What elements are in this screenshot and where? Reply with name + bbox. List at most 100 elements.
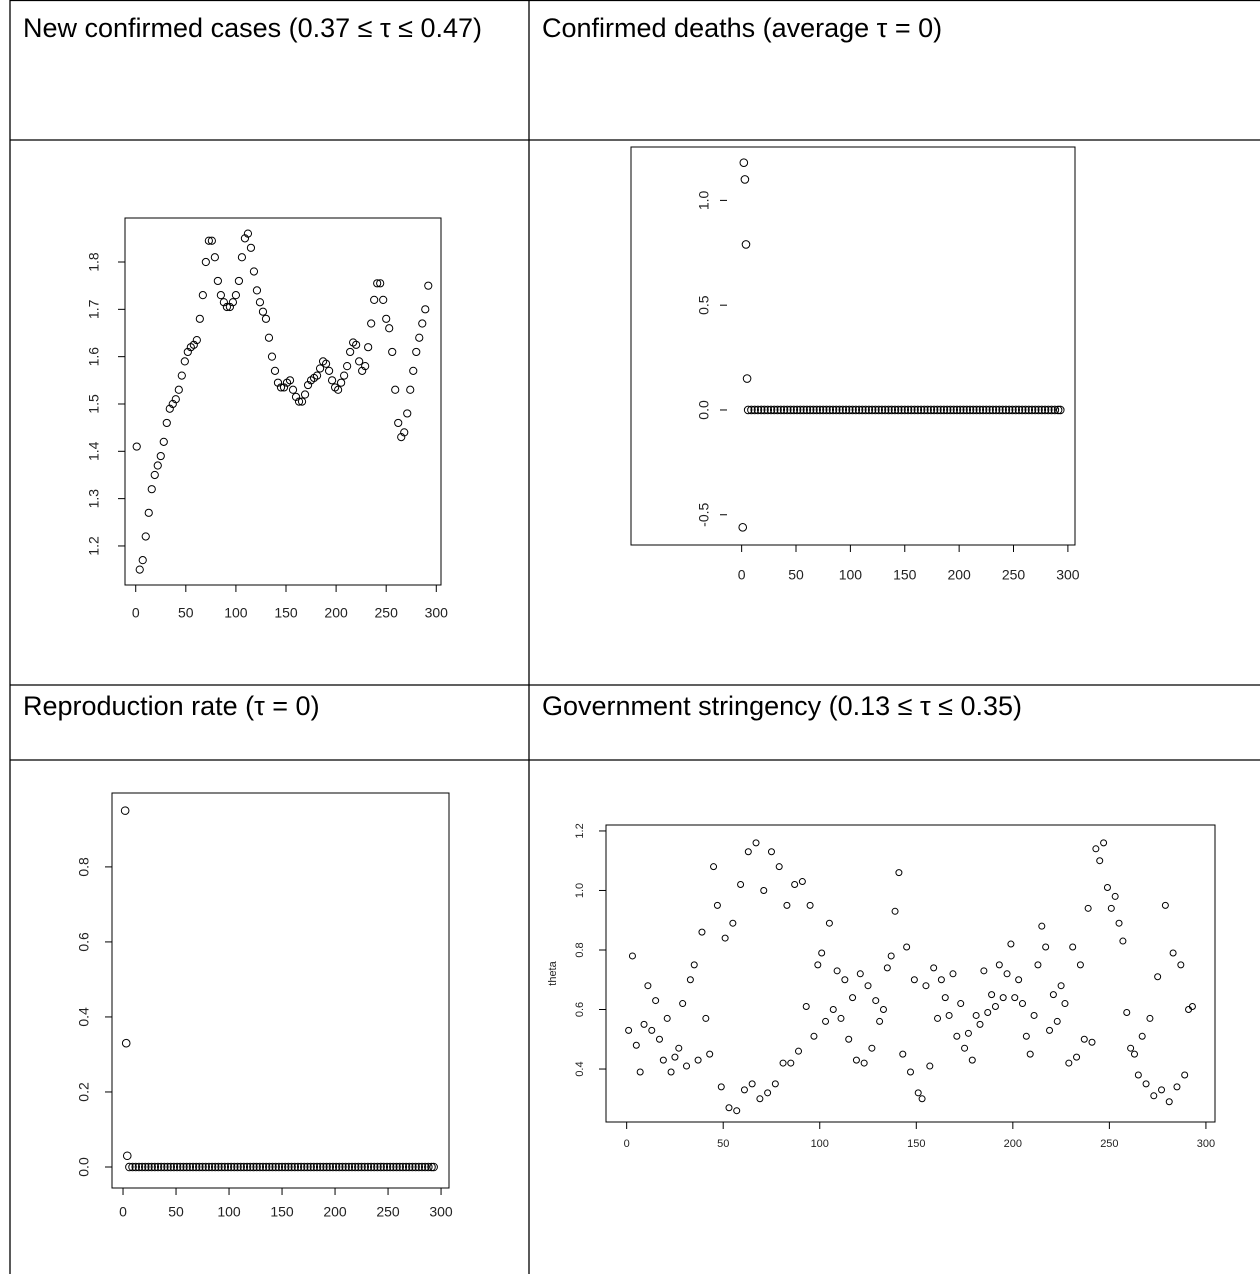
point: [344, 1162, 354, 1172]
point: [825, 405, 835, 415]
point: [903, 943, 911, 951]
point: [245, 1162, 255, 1172]
point: [347, 1162, 357, 1172]
point: [150, 470, 159, 480]
point: [128, 1162, 137, 1172]
point: [267, 352, 277, 361]
point: [965, 405, 975, 415]
point: [288, 385, 298, 394]
point: [360, 1162, 370, 1172]
point: [233, 1162, 242, 1172]
point: [675, 1044, 683, 1052]
point: [350, 1162, 360, 1172]
point: [937, 976, 945, 984]
y-tick-label: 1.6: [86, 347, 102, 367]
point: [373, 1162, 382, 1172]
point: [799, 405, 808, 415]
point: [952, 405, 962, 415]
point: [1111, 892, 1119, 900]
point: [679, 1000, 687, 1008]
point: [1055, 405, 1065, 415]
point: [698, 928, 706, 936]
point: [169, 1162, 179, 1172]
point: [1088, 1038, 1096, 1046]
x-tick-label: 150: [270, 1204, 294, 1220]
table-borders: [9, 0, 1260, 1274]
point: [893, 405, 903, 415]
point: [239, 1162, 249, 1172]
point: [848, 405, 857, 415]
point: [418, 319, 427, 328]
point: [389, 1162, 398, 1172]
point: [858, 405, 867, 415]
point: [717, 1083, 725, 1091]
point: [802, 405, 812, 415]
point: [1154, 973, 1162, 981]
point: [376, 279, 385, 288]
point: [918, 1095, 926, 1103]
point: [231, 291, 241, 300]
x-tick-label: 250: [1002, 567, 1026, 583]
point: [252, 1162, 261, 1172]
point: [354, 1162, 363, 1172]
point: [1030, 1011, 1038, 1019]
point: [880, 405, 890, 415]
x-tick-label: 300: [425, 605, 449, 621]
point: [737, 881, 745, 889]
point: [854, 405, 864, 415]
point: [1173, 1083, 1181, 1091]
point: [933, 405, 942, 415]
point: [763, 405, 773, 415]
point: [942, 405, 952, 415]
point: [140, 1162, 150, 1172]
x-tick-label: 150: [893, 567, 917, 583]
point: [787, 1059, 795, 1067]
x-tick-label: 50: [788, 567, 804, 583]
point: [884, 405, 893, 415]
x-tick-label: 250: [1100, 1138, 1118, 1150]
point: [1034, 961, 1042, 969]
point: [864, 405, 874, 415]
point: [1123, 1008, 1131, 1016]
plot-frame: [605, 824, 1216, 1123]
point: [408, 1162, 417, 1172]
point: [984, 1008, 992, 1016]
y-tick-label: 0.6: [574, 1002, 586, 1017]
point: [1034, 405, 1043, 415]
point: [1030, 405, 1040, 415]
point: [1181, 1071, 1189, 1079]
point: [334, 385, 343, 394]
point: [228, 298, 238, 307]
point: [277, 1162, 287, 1172]
point: [998, 405, 1007, 415]
point: [156, 1162, 166, 1172]
point: [743, 405, 753, 415]
point: [1100, 839, 1108, 847]
point: [822, 1017, 830, 1025]
point: [841, 976, 849, 984]
point: [753, 405, 763, 415]
point: [319, 1162, 328, 1172]
y-tick-label: 0.2: [76, 1082, 92, 1102]
point: [201, 1162, 211, 1172]
point: [141, 532, 150, 541]
point: [429, 1162, 438, 1172]
point: [287, 1162, 296, 1172]
y-tick-label: 0.5: [696, 295, 712, 315]
point: [243, 229, 253, 238]
point: [812, 405, 821, 415]
point: [122, 1151, 132, 1161]
point: [1073, 1053, 1081, 1061]
point: [760, 405, 769, 415]
point: [309, 1162, 319, 1172]
point: [1024, 405, 1034, 415]
point: [771, 1080, 779, 1088]
point: [280, 1162, 290, 1172]
point: [752, 839, 760, 847]
point: [210, 253, 219, 262]
y-tick-label: 1.0: [696, 190, 712, 210]
point: [897, 405, 906, 415]
point: [1022, 1032, 1030, 1040]
point: [852, 1056, 860, 1064]
point: [702, 1014, 710, 1022]
